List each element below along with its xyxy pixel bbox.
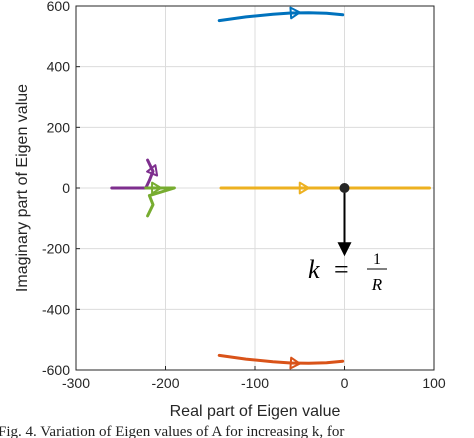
series-arrow-4 xyxy=(146,164,159,177)
series-arrow-2 xyxy=(289,356,301,370)
tick-marks xyxy=(75,5,435,371)
x-tick-label: 0 xyxy=(341,375,349,391)
y-tick-label: 200 xyxy=(47,119,71,135)
x-tick-label: 100 xyxy=(422,375,446,391)
y-tick-label: 600 xyxy=(47,0,71,14)
annotation-k: k xyxy=(308,255,320,284)
y-tick-label: -600 xyxy=(42,362,70,378)
y-tick-label: -400 xyxy=(42,301,70,317)
series-arrow-5 xyxy=(151,181,163,195)
series-arrow-1 xyxy=(289,6,301,20)
annotation-fraction-numerator: 1 xyxy=(373,251,381,268)
annotation-equals: = xyxy=(334,255,349,284)
series-line-2 xyxy=(217,353,345,365)
series-line-1 xyxy=(217,11,345,23)
x-axis-label: Real part of Eigen value xyxy=(170,403,341,420)
series-layer xyxy=(110,6,431,370)
series-line-4 xyxy=(110,158,155,190)
y-tick-label: -200 xyxy=(42,241,70,257)
annotation-layer: k = 1 R xyxy=(308,183,387,294)
x-tick-label: -300 xyxy=(62,375,90,391)
y-tick-label: 0 xyxy=(62,180,70,196)
y-tick-label: 400 xyxy=(47,59,71,75)
figure-caption: Fig. 4. Variation of Eigen values of A f… xyxy=(0,424,344,438)
x-tick-label: -200 xyxy=(151,375,179,391)
annotation-fraction-denominator: R xyxy=(371,275,383,294)
x-tick-label: -100 xyxy=(241,375,269,391)
y-axis-label: Imaginary part of Eigen value xyxy=(14,84,31,292)
series-line-5 xyxy=(144,186,176,218)
series-arrow-3 xyxy=(298,181,310,195)
annotation-arrowhead xyxy=(337,242,352,257)
origin-marker xyxy=(339,183,350,193)
